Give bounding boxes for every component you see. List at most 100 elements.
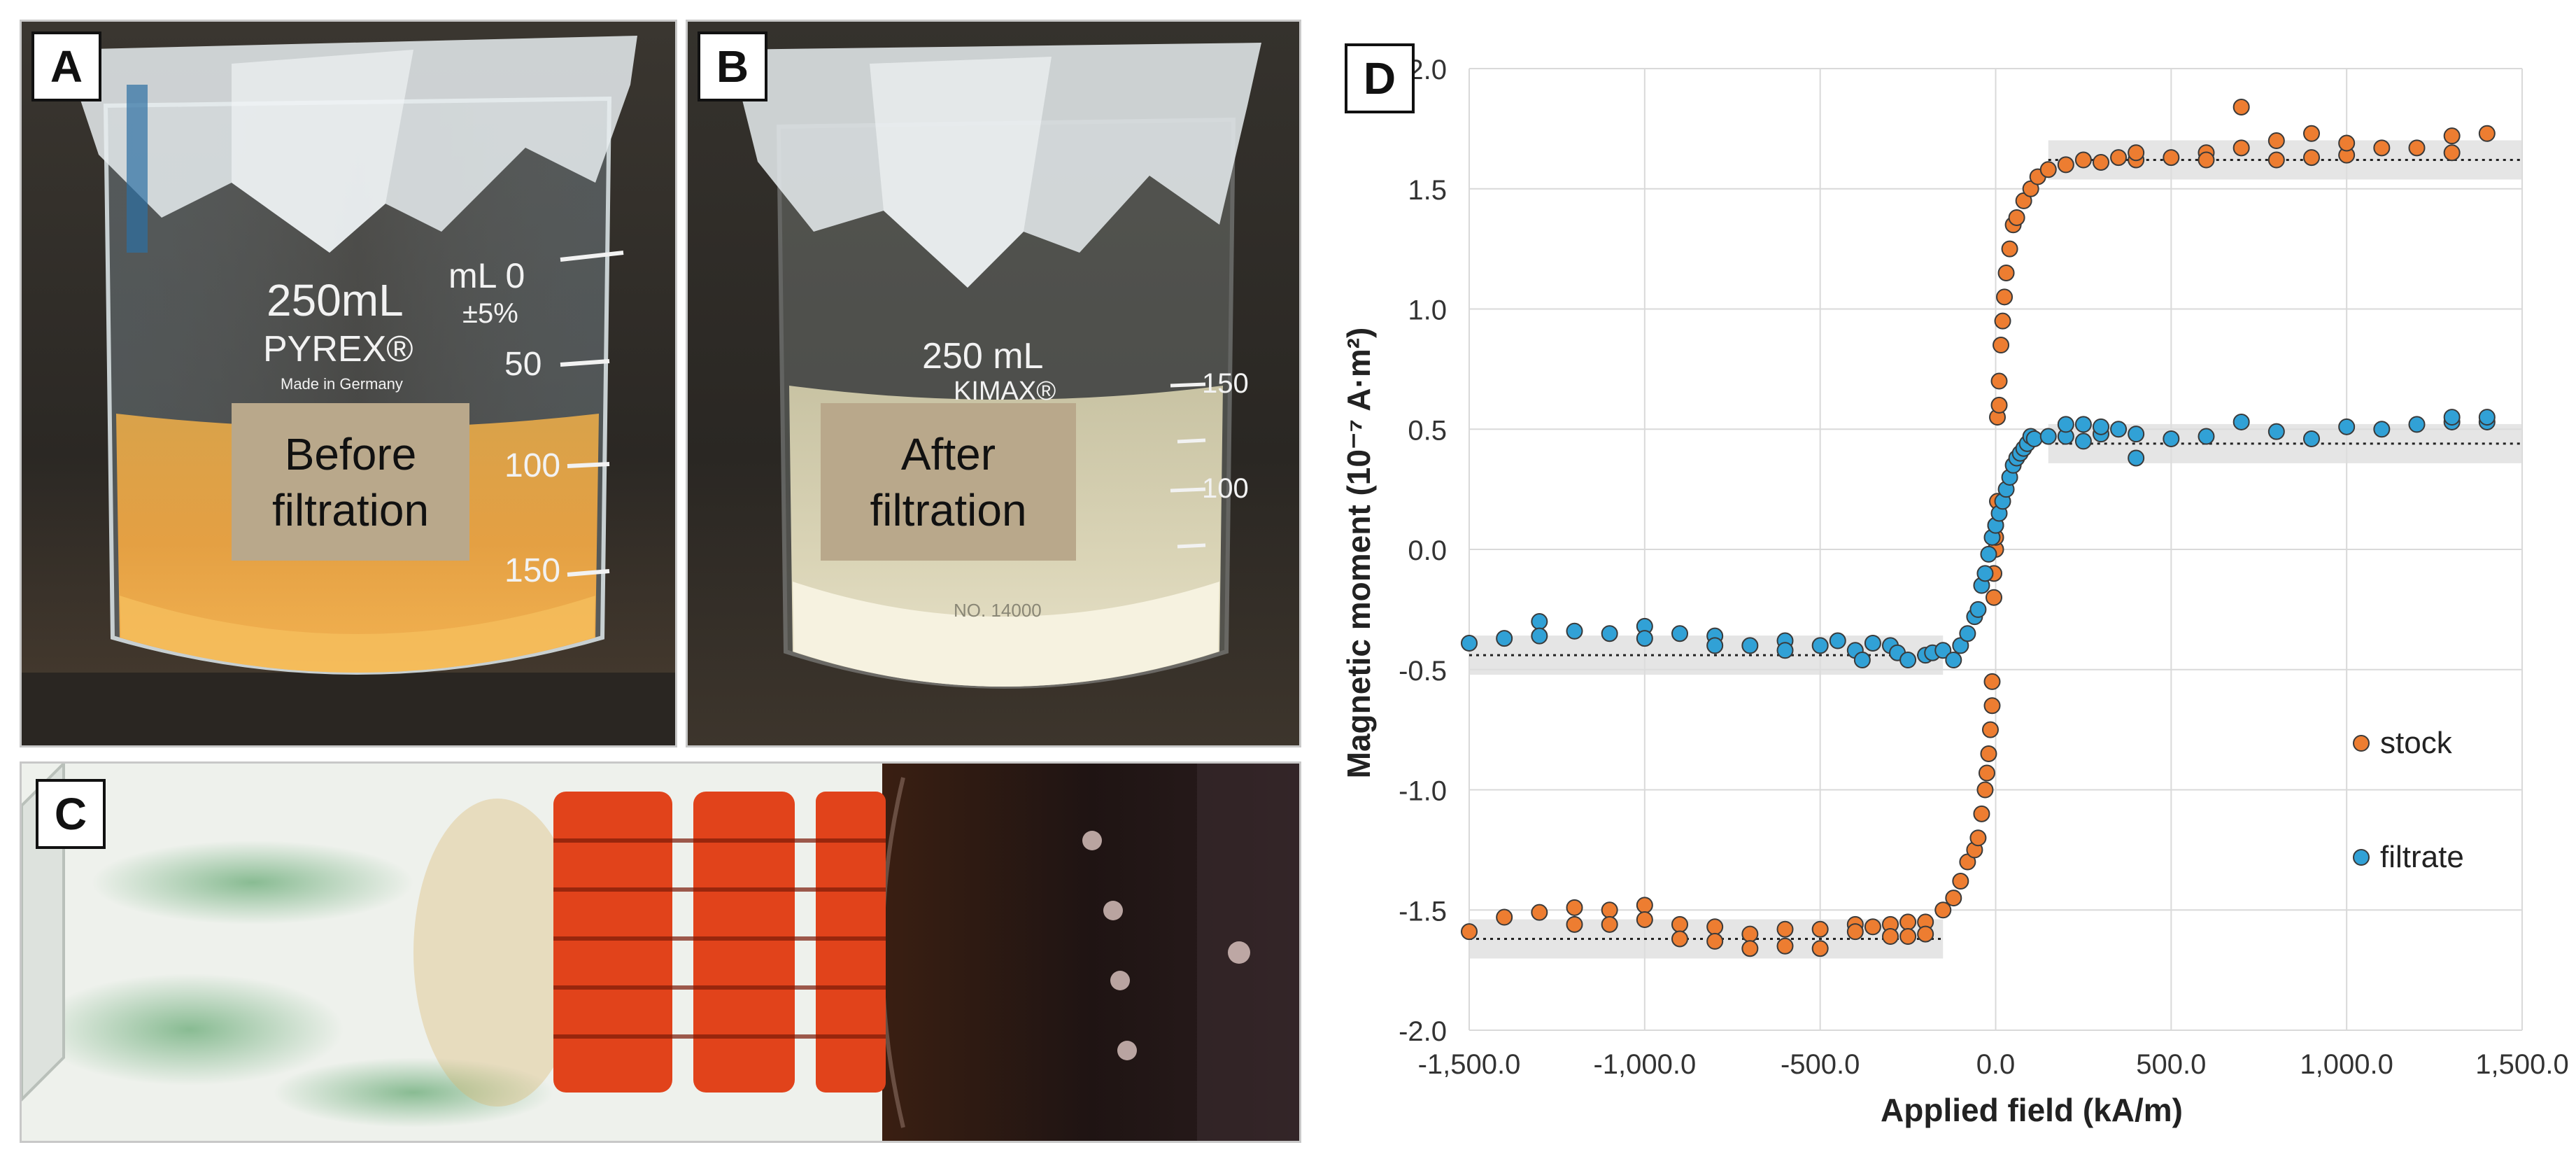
data-point-stock bbox=[2443, 144, 2461, 162]
data-point-stock bbox=[1993, 337, 2010, 354]
beaker-a-grad-100: 100 bbox=[504, 447, 560, 484]
data-point-stock bbox=[1978, 764, 1995, 782]
x-tick-label: 500.0 bbox=[2136, 1049, 2206, 1080]
data-point-stock bbox=[1811, 920, 1829, 938]
data-point-stock bbox=[1945, 890, 1962, 907]
data-point-stock bbox=[2232, 98, 2250, 115]
data-point-stock bbox=[1846, 923, 1864, 941]
data-point-filtrate bbox=[2074, 433, 2092, 450]
data-point-stock bbox=[1969, 829, 1987, 847]
data-point-filtrate bbox=[1811, 637, 1829, 654]
data-point-filtrate bbox=[2110, 421, 2128, 438]
panel-label-d: D bbox=[1345, 43, 1415, 113]
y-tick-label: 1.0 bbox=[1408, 295, 1447, 326]
data-point-stock bbox=[1531, 904, 1548, 921]
data-point-stock bbox=[2478, 125, 2496, 142]
beaker-b-grad-150: 150 bbox=[1202, 368, 1249, 399]
data-point-stock bbox=[2232, 139, 2250, 157]
data-point-filtrate bbox=[1566, 622, 1583, 640]
beaker-b-catalog: NO. 14000 bbox=[954, 600, 1042, 621]
panel-c-photo: C bbox=[20, 761, 1301, 1143]
beaker-a-tolerance: ±5% bbox=[462, 298, 518, 329]
data-point-stock bbox=[1496, 908, 1513, 926]
series-filtrate bbox=[1461, 409, 2496, 669]
data-point-stock bbox=[1990, 396, 2008, 414]
beaker-a-ml-zero: mL 0 bbox=[448, 256, 525, 295]
data-point-stock bbox=[1671, 930, 1688, 948]
beaker-a-brand: PYREX® bbox=[263, 329, 413, 370]
data-point-filtrate bbox=[2443, 409, 2461, 426]
caption-after-filtration: After filtration bbox=[821, 403, 1076, 561]
data-point-filtrate bbox=[1969, 600, 1987, 618]
data-point-stock bbox=[1996, 288, 2014, 306]
y-tick-label: 0.5 bbox=[1408, 415, 1447, 446]
beaker-photo-before: 250mL PYREX® Made in Germany mL 0 ±5% 50… bbox=[22, 22, 675, 745]
data-point-stock bbox=[1983, 673, 2001, 690]
data-point-stock bbox=[1997, 264, 2015, 281]
x-tick-label: -1,500.0 bbox=[1418, 1049, 1521, 1080]
beaker-a-grad-150: 150 bbox=[504, 552, 560, 589]
data-point-stock bbox=[1566, 899, 1583, 916]
legend-marker-stock bbox=[2353, 735, 2370, 752]
data-point-stock bbox=[2110, 149, 2128, 167]
chart-grid bbox=[1469, 68, 2523, 1031]
saturation-lines bbox=[1469, 140, 2522, 959]
data-point-stock bbox=[1601, 901, 1618, 919]
data-point-stock bbox=[1985, 589, 2002, 606]
data-point-stock bbox=[1981, 721, 1999, 738]
panel-label-c: C bbox=[36, 779, 106, 849]
data-point-stock bbox=[1976, 781, 1994, 799]
data-point-filtrate bbox=[2232, 413, 2250, 430]
data-point-filtrate bbox=[1671, 625, 1688, 642]
data-point-stock bbox=[1952, 873, 1969, 890]
data-point-stock bbox=[1934, 901, 1952, 919]
y-tick-labels: 2.01.51.00.50.0-0.5-1.0-1.5-2.0 bbox=[1399, 55, 1447, 1047]
data-point-stock bbox=[1776, 920, 1794, 938]
caption-before-filtration: Before filtration bbox=[232, 403, 469, 561]
data-point-stock bbox=[1566, 915, 1583, 933]
data-point-stock bbox=[1917, 925, 1934, 943]
data-point-stock bbox=[1983, 697, 2001, 715]
data-point-filtrate bbox=[1531, 613, 1548, 631]
data-point-stock bbox=[2057, 156, 2074, 174]
data-point-stock bbox=[2338, 134, 2356, 152]
data-point-filtrate bbox=[1959, 625, 1976, 642]
beaker-photo-after: 250 mL KIMAX® NO. 14000 150 100 bbox=[688, 22, 1299, 745]
data-point-filtrate bbox=[1531, 627, 1548, 645]
data-point-filtrate bbox=[2163, 430, 2180, 447]
data-point-stock bbox=[1706, 932, 1724, 950]
data-point-stock bbox=[1899, 928, 1917, 946]
data-point-stock bbox=[2198, 151, 2215, 169]
data-point-stock bbox=[1776, 937, 1794, 955]
data-point-filtrate bbox=[1706, 637, 1724, 654]
data-point-stock bbox=[1973, 805, 1990, 822]
y-tick-label: -1.5 bbox=[1399, 896, 1447, 927]
data-point-stock bbox=[2373, 139, 2391, 157]
y-tick-label: 0.0 bbox=[1408, 535, 1447, 566]
x-axis-label: Applied field (kA/m) bbox=[1881, 1092, 2183, 1128]
data-point-stock bbox=[2443, 127, 2461, 145]
data-point-filtrate bbox=[1934, 642, 1952, 659]
x-tick-label: 1,000.0 bbox=[2300, 1049, 2393, 1080]
data-point-filtrate bbox=[1980, 545, 1997, 563]
data-point-filtrate bbox=[1461, 634, 1478, 652]
data-point-filtrate bbox=[1496, 630, 1513, 647]
data-point-stock bbox=[1461, 923, 1478, 941]
data-point-stock bbox=[1636, 897, 1653, 914]
data-point-filtrate bbox=[2039, 428, 2057, 445]
data-point-stock bbox=[1741, 925, 1759, 943]
x-tick-label: 1,500.0 bbox=[2475, 1049, 2568, 1080]
data-point-filtrate bbox=[2128, 449, 2145, 467]
data-point-stock bbox=[2267, 132, 2285, 150]
data-point-filtrate bbox=[1945, 652, 1962, 669]
data-point-filtrate bbox=[1899, 652, 1917, 669]
magnetization-chart: 2.01.51.00.50.0-0.5-1.0-1.5-2.0 -1,500.0… bbox=[1340, 55, 2569, 1128]
data-point-filtrate bbox=[2303, 430, 2320, 447]
data-point-stock bbox=[1980, 745, 1997, 762]
beaker-b-volume-mark: 250 mL bbox=[922, 336, 1043, 377]
data-point-filtrate bbox=[1853, 652, 1871, 669]
caption-after-line2: filtration bbox=[870, 484, 1027, 535]
data-point-stock bbox=[2128, 144, 2145, 162]
y-axis-label: Magnetic moment (10⁻⁷ A·m²) bbox=[1340, 328, 1377, 779]
caption-before-line2: filtration bbox=[271, 484, 430, 535]
